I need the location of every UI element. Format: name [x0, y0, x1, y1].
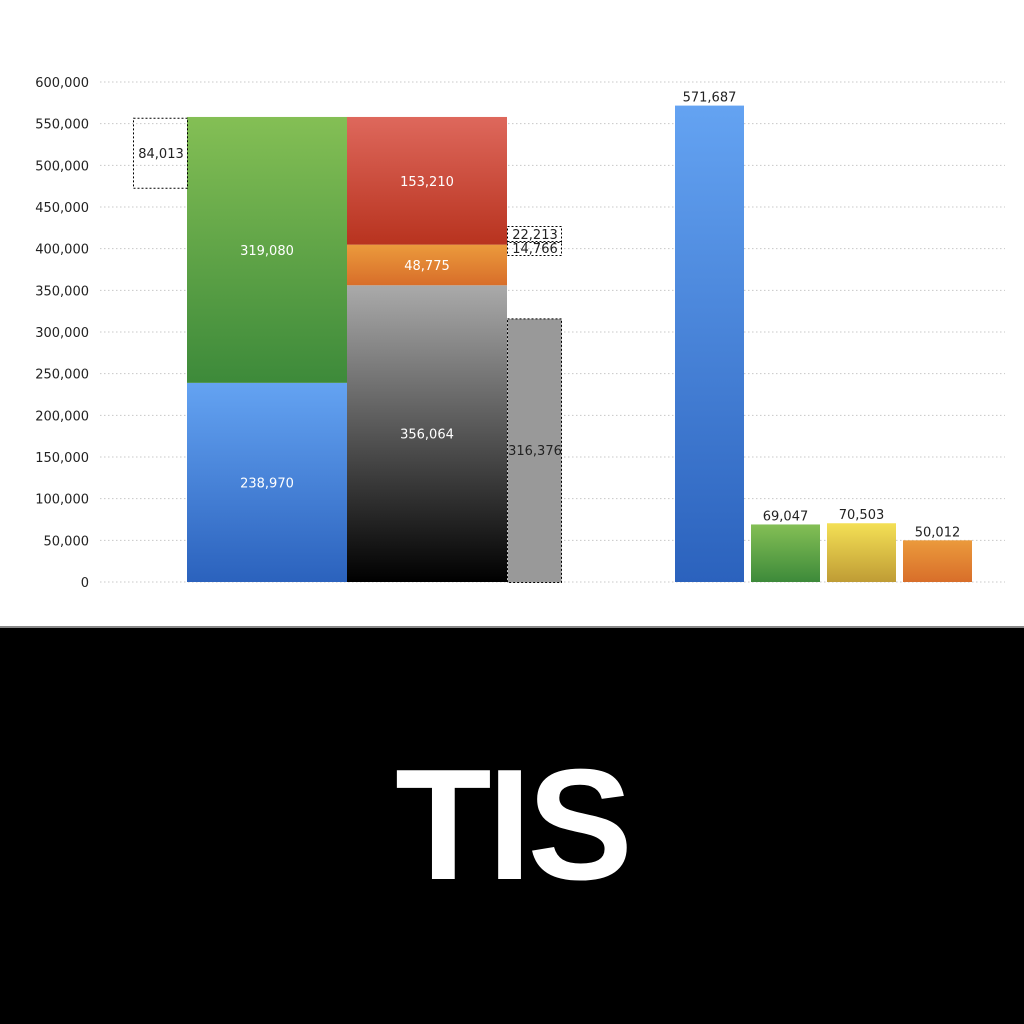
stacked-segment — [347, 285, 507, 582]
y-tick-label: 350,000 — [35, 284, 89, 299]
y-tick-label: 150,000 — [35, 451, 89, 466]
segment-label: 319,080 — [240, 244, 294, 259]
y-tick-label: 400,000 — [35, 243, 89, 258]
dashed-box — [507, 241, 562, 256]
stacked-segment — [347, 116, 507, 245]
bar — [827, 523, 896, 582]
caption-title: TIS — [395, 737, 633, 913]
stacked-segment — [347, 244, 507, 286]
y-tick-label: 100,000 — [35, 493, 89, 508]
segment-label: 48,775 — [404, 259, 450, 274]
y-tick-label: 0 — [81, 576, 89, 591]
dashed-box-label: 84,013 — [138, 147, 184, 162]
y-tick-label: 600,000 — [35, 76, 89, 91]
y-tick-label: 300,000 — [35, 326, 89, 341]
bars: 238,970 319,080 356,064 48,775 153,210 84,013… — [133, 91, 972, 583]
stacked-segment — [187, 382, 347, 582]
segment-label: 238,970 — [240, 476, 294, 491]
y-tick-label: 250,000 — [35, 368, 89, 383]
bar-label: 70,503 — [839, 508, 885, 523]
dashed-box — [507, 318, 562, 583]
bar-label: 69,047 — [763, 509, 809, 524]
y-tick-label: 550,000 — [35, 118, 89, 133]
chart: 0 50,000 100,000 150,000 200,000 250,000 300,0… — [35, 76, 1005, 591]
segment-label: 153,210 — [400, 175, 454, 190]
dashed-box-label: 14,766 — [512, 242, 558, 257]
dashed-box — [133, 117, 188, 189]
bar — [903, 540, 972, 582]
y-tick-label: 500,000 — [35, 159, 89, 174]
caption-panel — [0, 626, 1024, 1024]
y-axis: 0 50,000 100,000 150,000 200,000 250,000 300,0… — [35, 76, 89, 591]
bar — [751, 524, 820, 582]
bar — [675, 105, 744, 582]
stacked-segment — [187, 116, 347, 383]
y-tick-label: 450,000 — [35, 201, 89, 216]
segment-label: 356,064 — [400, 428, 454, 443]
dashed-box — [507, 226, 562, 243]
y-tick-label: 50,000 — [44, 534, 90, 549]
dashed-box-label: 316,376 — [508, 444, 562, 459]
bar-label: 50,012 — [915, 525, 961, 540]
y-tick-label: 200,000 — [35, 409, 89, 424]
dashed-box-label: 22,213 — [512, 228, 558, 243]
bar-label: 571,687 — [683, 91, 737, 106]
